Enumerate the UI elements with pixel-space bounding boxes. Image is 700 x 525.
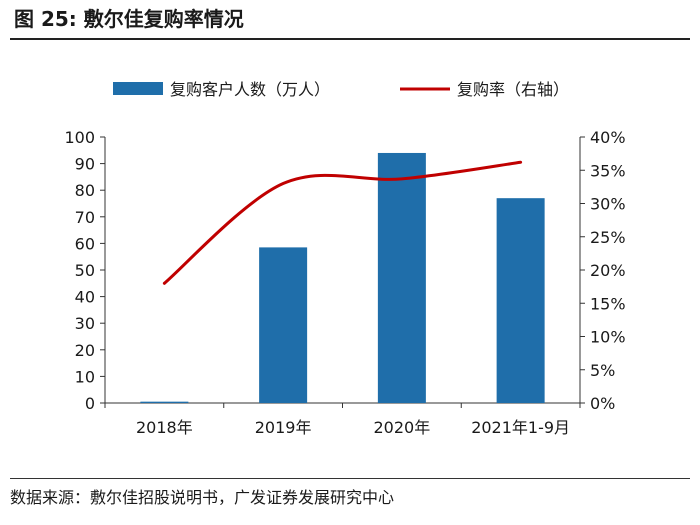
left-y-tick-label: 10 [75,367,95,386]
line-series [162,160,523,285]
source-note: 数据来源：敷尔佳招股说明书，广发证券发展研究中心 [10,488,395,507]
right-y-tick-label: 40% [590,128,626,147]
left-y-tick-label: 40 [75,288,95,307]
left-y-tick-label: 70 [75,208,95,227]
bar [140,401,189,403]
bar [496,198,545,403]
left-y-tick-label: 80 [75,181,95,200]
combo-chart: 复购客户人数（万人） 复购率（右轴） 0 10 20 30 40 50 60 70 80 90 100… [64,80,625,437]
bar [377,152,426,403]
left-y-tick-label: 50 [75,261,95,280]
left-y-tick-label: 0 [85,394,95,413]
x-tick-label: 2018年 [136,418,193,437]
x-tick-label: 2021年1-9月 [471,418,570,437]
bar [259,247,308,403]
left-y-tick-label: 20 [75,341,95,360]
right-y-tick-label: 30% [590,195,626,214]
legend-line-label: 复购率（右轴） [457,80,569,99]
right-y-tick-label: 10% [590,328,626,347]
right-y-tick-label: 25% [590,228,626,247]
legend-bar-label: 复购客户人数（万人） [170,80,330,99]
source-divider [10,478,690,479]
legend-bar-swatch [113,82,163,95]
left-y-tick-label: 60 [75,234,95,253]
left-y-tick-label: 100 [64,128,95,147]
chart-axes: 0 10 20 30 40 50 60 70 80 90 100 0% 5% 10% 15% 20% 25% 30… [64,128,625,413]
figure-title: 图 25: 敷尔佳复购率情况 [14,7,244,31]
right-y-tick-label: 35% [590,161,626,180]
repurchase-rate-line [162,160,523,285]
right-y-tick-label: 5% [590,361,615,380]
x-tick-labels: 2018年 2019年 2020年 2021年1-9月 [136,418,570,437]
right-y-tick-label: 0% [590,394,615,413]
right-y-tick-label: 20% [590,261,626,280]
title-divider [10,38,690,40]
x-tick-label: 2019年 [255,418,312,437]
chart-legend: 复购客户人数（万人） 复购率（右轴） [113,80,569,99]
bar-series [140,152,545,403]
x-tick-label: 2020年 [374,418,431,437]
left-y-tick-label: 90 [75,155,95,174]
right-y-tick-label: 15% [590,294,626,313]
left-y-tick-label: 30 [75,314,95,333]
